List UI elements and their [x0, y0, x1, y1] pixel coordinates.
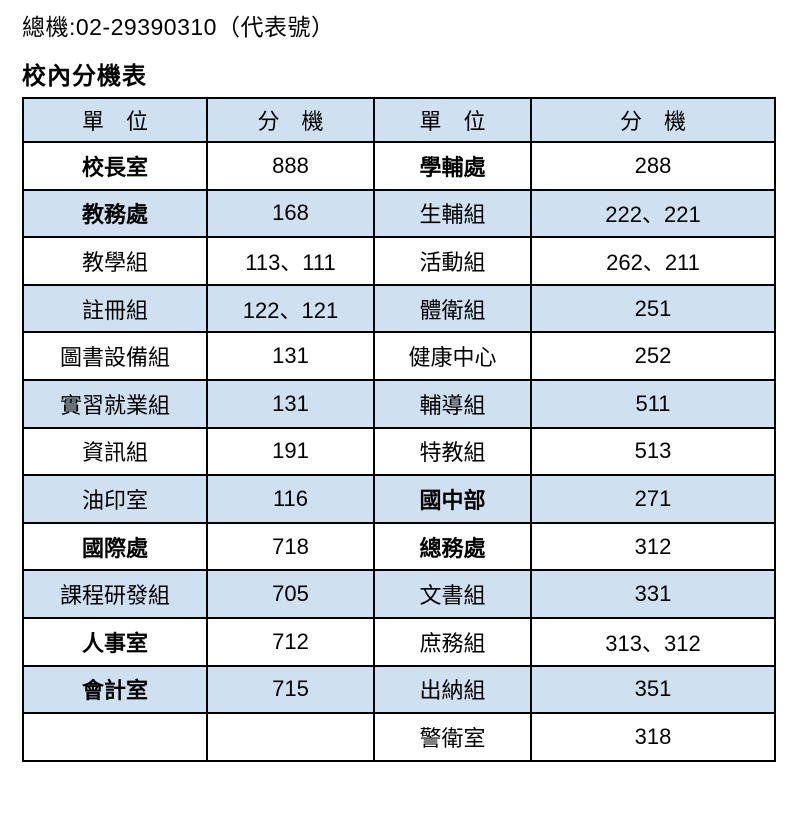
extension-cell: 888 — [206, 141, 375, 191]
extension-cell: 122、121 — [206, 283, 375, 334]
extension-cell — [206, 712, 375, 762]
extension-cell: 513 — [530, 426, 776, 477]
unit-cell: 課程研發組 — [22, 569, 208, 619]
unit-cell: 會計室 — [22, 664, 208, 715]
unit-cell: 活動組 — [373, 236, 532, 286]
extension-cell: 705 — [206, 569, 375, 619]
unit-cell: 學輔處 — [373, 141, 532, 191]
extension-cell: 331 — [530, 569, 776, 619]
unit-cell: 特教組 — [373, 426, 532, 477]
table-row: 人事室 712 庶務組 313、312 — [22, 616, 776, 667]
extension-cell: 271 — [530, 474, 776, 524]
unit-cell: 實習就業組 — [22, 378, 208, 429]
unit-cell: 教務處 — [22, 188, 208, 239]
unit-cell: 健康中心 — [373, 331, 532, 381]
unit-cell: 校長室 — [22, 141, 208, 191]
table-row: 國際處 718 總務處 312 — [22, 521, 776, 572]
table-row: 實習就業組 131 輔導組 511 — [22, 378, 776, 429]
extension-cell: 131 — [206, 378, 375, 429]
unit-cell: 體衛組 — [373, 283, 532, 334]
extension-cell: 715 — [206, 664, 375, 715]
unit-cell: 總務處 — [373, 521, 532, 572]
table-row: 會計室 715 出納組 351 — [22, 664, 776, 715]
unit-cell — [22, 712, 208, 762]
extension-cell: 312 — [530, 521, 776, 572]
unit-cell: 註冊組 — [22, 283, 208, 334]
table-row: 教學組 113、111 活動組 262、211 — [22, 236, 776, 286]
header-ext-left: 分 機 — [206, 97, 375, 143]
table-row: 校長室 888 學輔處 288 — [22, 141, 776, 191]
header-unit-left: 單 位 — [22, 97, 208, 143]
unit-cell: 警衛室 — [373, 712, 532, 762]
unit-cell: 庶務組 — [373, 616, 532, 667]
table-row: 註冊組 122、121 體衛組 251 — [22, 283, 776, 334]
unit-cell: 生輔組 — [373, 188, 532, 239]
extension-cell: 718 — [206, 521, 375, 572]
extension-cell: 712 — [206, 616, 375, 667]
extension-table: 單 位 分 機 單 位 分 機 校長室 888 學輔處 288 教務處 168 生輔組 222… — [22, 97, 776, 762]
extension-cell: 318 — [530, 712, 776, 762]
extension-cell: 113、111 — [206, 236, 375, 286]
extension-cell: 168 — [206, 188, 375, 239]
page-title: 校內分機表 — [22, 63, 147, 90]
table-header: 單 位 分 機 單 位 分 機 — [22, 97, 776, 143]
table-row: 警衛室 318 — [22, 712, 776, 762]
unit-cell: 資訊組 — [22, 426, 208, 477]
unit-cell: 國際處 — [22, 521, 208, 572]
unit-cell: 文書組 — [373, 569, 532, 619]
header-row: 單 位 分 機 單 位 分 機 — [22, 97, 776, 143]
extension-table-body: 校長室 888 學輔處 288 教務處 168 生輔組 222、221 教學組 113、111 活動… — [22, 141, 776, 762]
extension-cell: 116 — [206, 474, 375, 524]
table-row: 課程研發組 705 文書組 331 — [22, 569, 776, 619]
unit-cell: 教學組 — [22, 236, 208, 286]
extension-cell: 511 — [530, 378, 776, 429]
unit-cell: 輔導組 — [373, 378, 532, 429]
table-row: 教務處 168 生輔組 222、221 — [22, 188, 776, 239]
extension-cell: 313、312 — [530, 616, 776, 667]
extension-cell: 222、221 — [530, 188, 776, 239]
extension-cell: 252 — [530, 331, 776, 381]
extension-cell: 262、211 — [530, 236, 776, 286]
extension-cell: 131 — [206, 331, 375, 381]
extension-cell: 251 — [530, 283, 776, 334]
table-row: 資訊組 191 特教組 513 — [22, 426, 776, 477]
table-row: 油印室 116 國中部 271 — [22, 474, 776, 524]
unit-cell: 出納組 — [373, 664, 532, 715]
extension-cell: 288 — [530, 141, 776, 191]
unit-cell: 圖書設備組 — [22, 331, 208, 381]
unit-cell: 人事室 — [22, 616, 208, 667]
unit-cell: 國中部 — [373, 474, 532, 524]
table-row: 圖書設備組 131 健康中心 252 — [22, 331, 776, 381]
header-unit-right: 單 位 — [373, 97, 532, 143]
extension-cell: 191 — [206, 426, 375, 477]
header-ext-right: 分 機 — [530, 97, 776, 143]
extension-cell: 351 — [530, 664, 776, 715]
switchboard-line: 總機:02-29390310（代表號） — [22, 14, 335, 40]
unit-cell: 油印室 — [22, 474, 208, 524]
